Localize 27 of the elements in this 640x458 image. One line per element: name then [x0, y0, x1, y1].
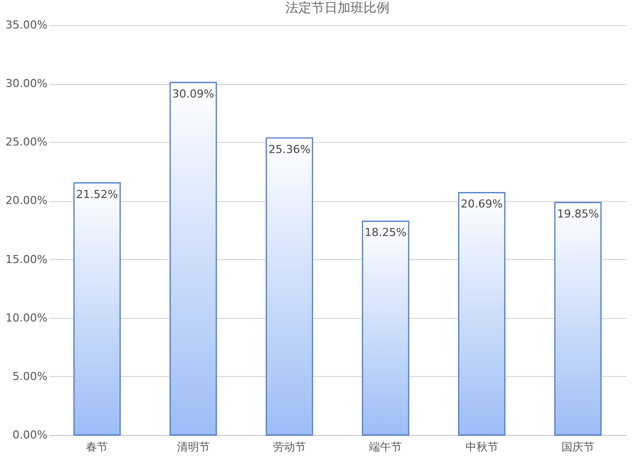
x-tick-label: 中秋节 [465, 440, 498, 454]
bar [362, 220, 410, 436]
y-tick-label: 30.00% [6, 77, 48, 90]
bar [266, 137, 314, 436]
data-label: 19.85% [556, 207, 599, 220]
data-label: 30.09% [172, 88, 214, 101]
y-tick-label: 10.00% [6, 311, 48, 324]
x-tick-label: 春节 [86, 440, 108, 454]
x-tick-label: 端午节 [369, 440, 402, 454]
chart-title: 法定节日加班比例 [286, 1, 390, 16]
y-tick-label: 0.00% [12, 428, 48, 442]
data-label: 20.69% [460, 198, 503, 211]
y-tick-label: 35.00% [6, 18, 48, 32]
x-tick-label: 劳动节 [272, 440, 306, 454]
bar [554, 202, 602, 436]
bar [458, 192, 506, 436]
data-label: 25.36% [268, 142, 310, 156]
y-tick-label: 25.00% [6, 136, 48, 149]
x-tick-label: 国庆节 [561, 440, 594, 454]
x-tick-label: 清明节 [176, 440, 210, 454]
y-tick-label: 20.00% [6, 194, 48, 208]
data-label: 21.52% [76, 188, 118, 201]
bar [73, 182, 121, 436]
y-tick-label: 5.00% [12, 370, 48, 383]
bar [170, 82, 217, 436]
data-label: 18.25% [364, 226, 407, 240]
y-tick-label: 15.00% [6, 252, 48, 266]
